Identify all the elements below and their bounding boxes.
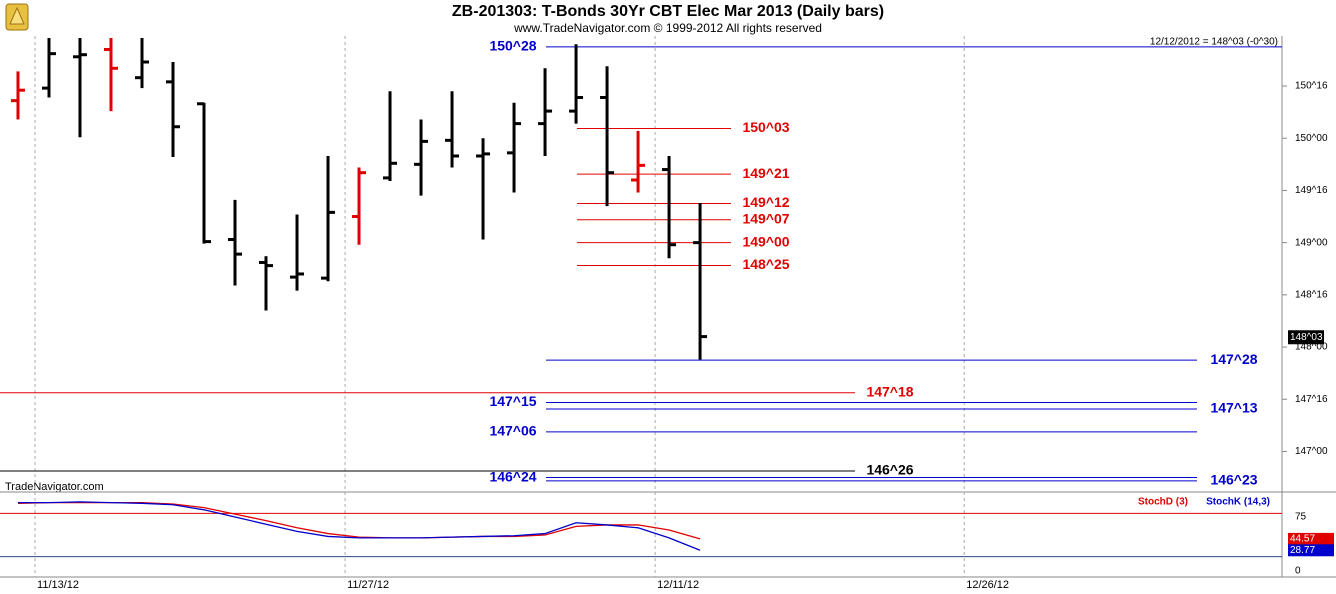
- y-tick-label: 148^00: [1295, 342, 1328, 353]
- level-label: 150^28: [489, 38, 536, 54]
- level-label: 147^13: [1210, 400, 1257, 416]
- logo: [5, 3, 29, 31]
- level-label: 147^06: [489, 423, 536, 439]
- level-label: 147^28: [1210, 351, 1257, 367]
- y-tick-label: 0: [1295, 566, 1301, 577]
- level-label: 149^12: [742, 194, 789, 210]
- level-label: 146^26: [866, 462, 913, 478]
- y-tick-label: 148^16: [1295, 289, 1328, 300]
- value-box: [1288, 544, 1334, 557]
- value-box: [1288, 532, 1334, 545]
- x-tick-label: 12/11/12: [657, 579, 699, 591]
- y-tick-label: 147^16: [1295, 394, 1328, 405]
- y-tick-label: 149^00: [1295, 237, 1328, 248]
- y-tick-label: 149^16: [1295, 185, 1328, 196]
- level-label: 148^25: [742, 256, 789, 272]
- legend-entry: StochD (3): [1138, 497, 1188, 508]
- subtitle: www.TradeNavigator.com © 1999-2012 All r…: [513, 21, 822, 35]
- x-tick-label: 11/27/12: [347, 579, 389, 591]
- level-label: 146^23: [1210, 472, 1257, 488]
- stoch-line: [17, 501, 701, 551]
- y-tick-label: 150^16: [1295, 81, 1328, 92]
- chart-title: ZB-201303: T-Bonds 30Yr CBT Elec Mar 201…: [452, 3, 884, 20]
- value-label: 44.57: [1290, 534, 1315, 545]
- header-note: 12/12/2012 = 148^03 (-0^30): [1150, 37, 1278, 48]
- legend-entry: StochK (14,3): [1206, 497, 1270, 508]
- watermark: TradeNavigator.com: [5, 481, 104, 493]
- y-tick-label: 147^00: [1295, 446, 1328, 457]
- level-label: 150^03: [742, 119, 789, 135]
- level-label: 149^07: [742, 211, 789, 227]
- y-tick-label: 150^00: [1295, 133, 1328, 144]
- value-label: 28.77: [1290, 545, 1315, 556]
- level-label: 149^00: [742, 233, 789, 249]
- x-tick-label: 12/26/12: [966, 579, 1009, 591]
- x-tick-label: 11/13/12: [37, 579, 79, 591]
- y-tick-label: 75: [1295, 512, 1307, 523]
- last-price-box: [1288, 330, 1324, 345]
- last-price-label: 148^03: [1290, 332, 1323, 343]
- level-label: 147^18: [866, 383, 913, 399]
- level-label: 149^21: [742, 165, 789, 181]
- level-label: 147^15: [489, 393, 536, 409]
- level-label: 146^24: [489, 468, 536, 484]
